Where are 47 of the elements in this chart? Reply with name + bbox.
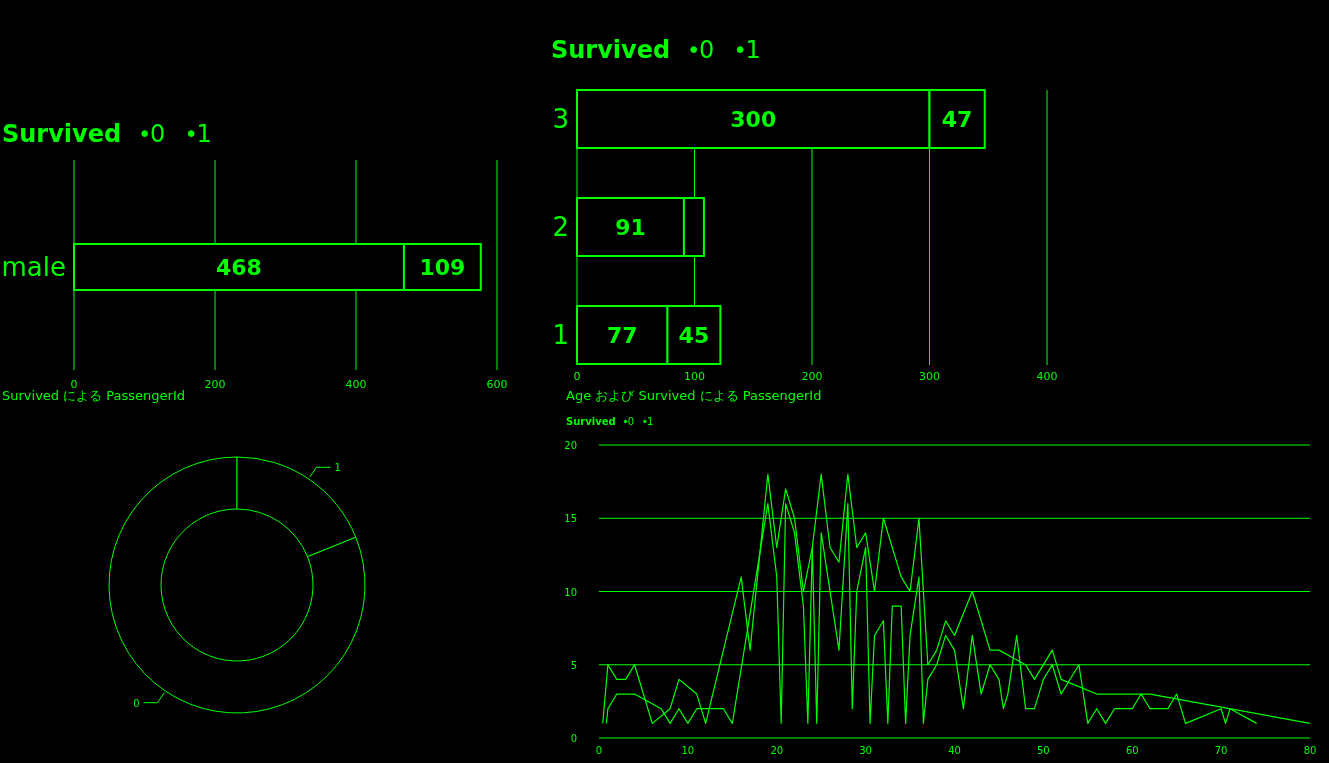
- x-tick-label: 400: [1036, 370, 1058, 383]
- legend-label: 1: [196, 120, 212, 148]
- x-tick-label: 300: [919, 370, 940, 383]
- x-tick-label: 600: [486, 378, 508, 391]
- x-tick-label: 70: [1214, 745, 1228, 756]
- x-tick-label: 20: [770, 745, 784, 756]
- x-tick-label: 30: [859, 745, 872, 756]
- data-label: 47: [941, 106, 973, 132]
- legend-label: 0: [149, 120, 166, 148]
- y-tick-label: 2: [552, 212, 569, 243]
- x-tick-label: 10: [681, 745, 695, 756]
- x-tick-label: 100: [684, 370, 705, 383]
- x-tick-label: 80: [1303, 745, 1317, 756]
- x-tick-label: 400: [345, 378, 367, 391]
- slice-label: 1: [334, 462, 341, 474]
- line-series: [602, 473, 1311, 724]
- y-tick-label: 3: [552, 104, 569, 135]
- legend-label: 1: [745, 36, 761, 64]
- data-label: 109: [419, 254, 466, 280]
- x-tick-label: 0: [70, 378, 78, 391]
- data-label: 300: [730, 106, 777, 132]
- legend-label: 0: [698, 36, 715, 64]
- legend-title: Survived: [551, 36, 671, 64]
- legend-title: Survived: [566, 416, 616, 427]
- x-tick-label: 200: [204, 378, 226, 391]
- data-label: 77: [606, 322, 638, 348]
- y-tick-label: 15: [564, 513, 577, 525]
- y-tick-label: 10: [564, 586, 577, 598]
- legend-label: 1: [647, 416, 654, 427]
- data-label: 91: [615, 214, 646, 240]
- x-tick-label: 200: [801, 370, 823, 383]
- y-tick-label: 0: [570, 733, 577, 744]
- x-tick-label: 40: [948, 745, 961, 756]
- x-tick-label: 60: [1125, 745, 1139, 756]
- y-tick-label: 5: [570, 659, 577, 671]
- data-label: 468: [216, 254, 262, 280]
- y-tick-label: male: [1, 252, 66, 283]
- y-tick-label: 1: [552, 320, 569, 351]
- slice-label: 0: [133, 697, 140, 709]
- chart-title: Age および Survived による PassengerId: [566, 388, 822, 403]
- chart-title: Survived による PassengerId: [2, 388, 186, 403]
- data-label: 45: [678, 322, 710, 348]
- legend-label: 0: [627, 416, 635, 427]
- legend-title: Survived: [2, 120, 122, 148]
- x-tick-label: 0: [595, 745, 603, 756]
- x-tick-label: 50: [1037, 745, 1050, 756]
- y-tick-label: 20: [564, 440, 577, 451]
